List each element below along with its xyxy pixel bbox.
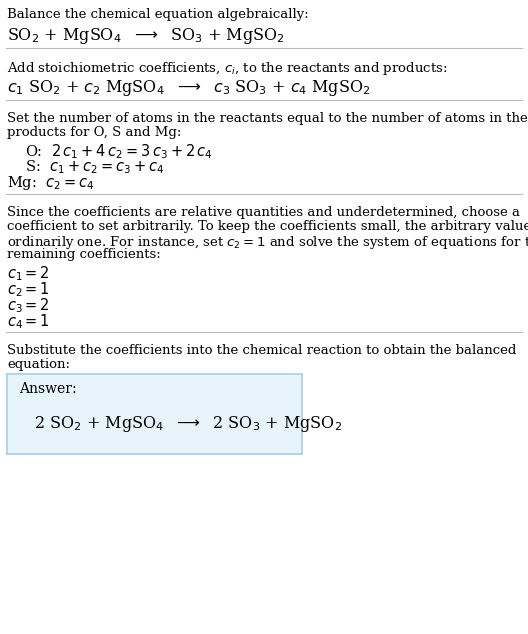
- Text: Substitute the coefficients into the chemical reaction to obtain the balanced: Substitute the coefficients into the che…: [7, 344, 516, 357]
- Text: $c_1$ SO$_2$ + $c_2$ MgSO$_4$  $\longrightarrow$  $c_3$ SO$_3$ + $c_4$ MgSO$_2$: $c_1$ SO$_2$ + $c_2$ MgSO$_4$ $\longrigh…: [7, 78, 371, 98]
- Text: coefficient to set arbitrarily. To keep the coefficients small, the arbitrary va: coefficient to set arbitrarily. To keep …: [7, 220, 528, 233]
- Text: Set the number of atoms in the reactants equal to the number of atoms in the: Set the number of atoms in the reactants…: [7, 112, 528, 125]
- Text: Since the coefficients are relative quantities and underdetermined, choose a: Since the coefficients are relative quan…: [7, 206, 520, 219]
- Text: $c_3 = 2$: $c_3 = 2$: [7, 296, 50, 314]
- Text: ordinarily one. For instance, set $c_2 = 1$ and solve the system of equations fo: ordinarily one. For instance, set $c_2 =…: [7, 234, 528, 251]
- Text: 2 SO$_2$ + MgSO$_4$  $\longrightarrow$  2 SO$_3$ + MgSO$_2$: 2 SO$_2$ + MgSO$_4$ $\longrightarrow$ 2 …: [34, 414, 342, 434]
- Text: products for O, S and Mg:: products for O, S and Mg:: [7, 126, 182, 139]
- Text: Balance the chemical equation algebraically:: Balance the chemical equation algebraica…: [7, 8, 309, 21]
- Text: O:  $2\,c_1 + 4\,c_2 = 3\,c_3 + 2\,c_4$: O: $2\,c_1 + 4\,c_2 = 3\,c_3 + 2\,c_4$: [25, 142, 213, 160]
- Text: equation:: equation:: [7, 358, 70, 371]
- Text: $c_1 = 2$: $c_1 = 2$: [7, 264, 50, 283]
- Text: $c_4 = 1$: $c_4 = 1$: [7, 312, 50, 331]
- Text: Mg:  $c_2 = c_4$: Mg: $c_2 = c_4$: [7, 174, 95, 192]
- Text: Answer:: Answer:: [19, 382, 77, 396]
- Text: remaining coefficients:: remaining coefficients:: [7, 248, 161, 261]
- Text: $c_2 = 1$: $c_2 = 1$: [7, 280, 50, 299]
- Text: S:  $c_1 + c_2 = c_3 + c_4$: S: $c_1 + c_2 = c_3 + c_4$: [25, 158, 164, 176]
- Text: Add stoichiometric coefficients, $c_i$, to the reactants and products:: Add stoichiometric coefficients, $c_i$, …: [7, 60, 447, 77]
- Text: SO$_2$ + MgSO$_4$  $\longrightarrow$  SO$_3$ + MgSO$_2$: SO$_2$ + MgSO$_4$ $\longrightarrow$ SO$_…: [7, 26, 285, 46]
